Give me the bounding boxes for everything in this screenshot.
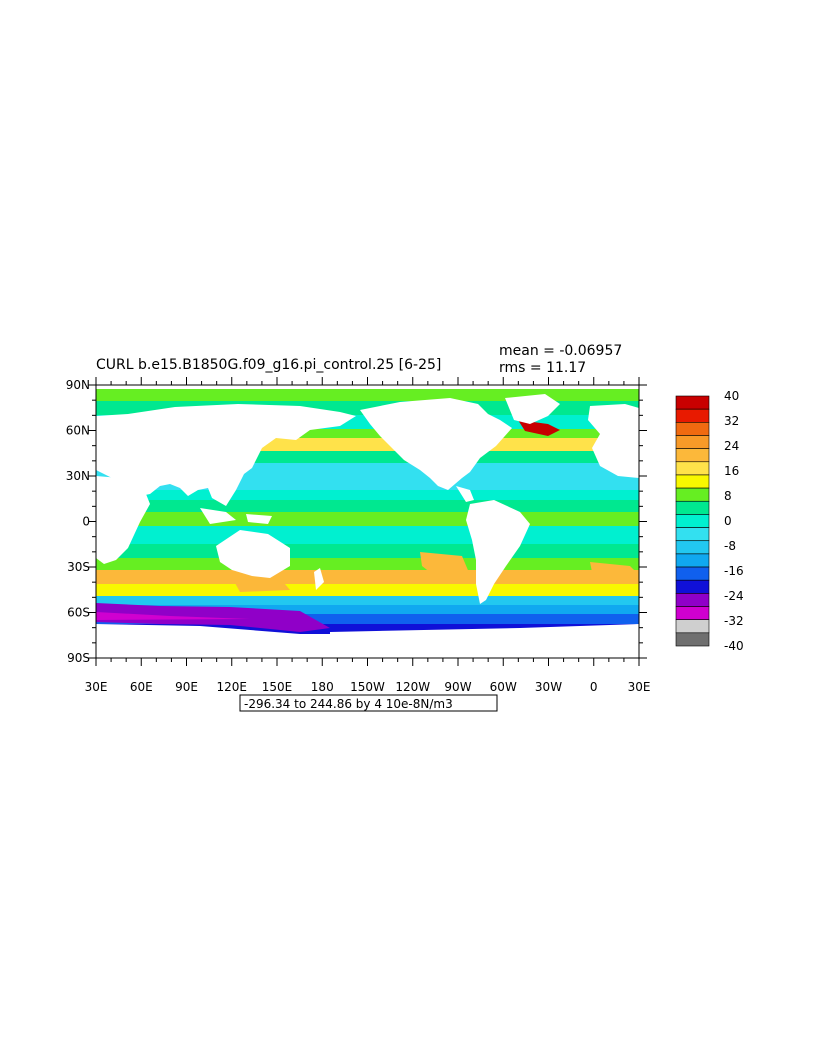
range-note: -296.34 to 244.86 by 4 10e-8N/m3: [244, 697, 453, 711]
colorbar-label: -40: [724, 639, 744, 653]
colorbar-swatch: [675, 487, 710, 502]
colorbar-swatch: [675, 422, 710, 436]
x-tick-label: 30W: [535, 680, 562, 694]
colorbar-swatch: [675, 474, 710, 489]
colorbar-swatch: [675, 514, 710, 528]
y-axis-tick-labels: 90N 60N 30N 0 30S 60S 90S: [66, 378, 90, 665]
colorbar-swatch: [675, 619, 710, 634]
range-note-box: -296.34 to 244.86 by 4 10e-8N/m3: [239, 694, 498, 712]
y-tick-label: 30S: [67, 560, 90, 574]
x-tick-label: 30E: [85, 680, 108, 694]
y-tick-label: 0: [82, 515, 90, 529]
colorbar-swatch: [675, 448, 710, 463]
colorbar-label: -8: [724, 539, 736, 553]
x-tick-label: 150E: [262, 680, 293, 694]
x-tick-label: 150W: [350, 680, 385, 694]
colorbar-swatch: [675, 435, 710, 449]
colorbar-swatch: [675, 632, 710, 647]
colorbar-swatch: [675, 593, 710, 607]
colorbar-label: 8: [724, 489, 732, 503]
colorbar-swatch: [675, 527, 710, 542]
colorbar-label: 32: [724, 414, 739, 428]
x-tick-label: 0: [590, 680, 598, 694]
colorbar-swatch: [675, 566, 710, 581]
x-tick-label: 180: [311, 680, 334, 694]
y-tick-label: 90S: [67, 651, 90, 665]
colorbar-swatch: [675, 579, 710, 594]
x-tick-label: 90W: [444, 680, 471, 694]
plot-title: CURL b.e15.B1850G.f09_g16.pi_control.25 …: [96, 357, 441, 373]
colorbar-swatch: [675, 395, 710, 410]
rms-label: rms = 11.17: [499, 360, 586, 376]
map-ticks: [88, 377, 647, 666]
colorbar-label: -32: [724, 614, 744, 628]
colorbar-label: 24: [724, 439, 739, 453]
x-tick-label: 60E: [130, 680, 153, 694]
land-mask: [96, 385, 639, 658]
x-tick-label: 90E: [175, 680, 198, 694]
colorbar-swatch: [675, 461, 710, 476]
map-panel: [88, 377, 647, 666]
mean-label: mean = -0.06957: [499, 343, 622, 359]
colorbar: 40 32 24 16 8 0 -8 -16 -24 -32 -40: [675, 389, 744, 653]
x-tick-label: 120W: [395, 680, 430, 694]
x-tick-label: 60W: [490, 680, 517, 694]
colorbar-label: 0: [724, 514, 732, 528]
x-axis-tick-labels: 30E 60E 90E 120E 150E 180 150W 120W 90W 60W 30W 0 30…: [85, 680, 651, 694]
x-tick-label: 30E: [628, 680, 651, 694]
y-tick-label: 90N: [66, 378, 90, 392]
x-tick-label: 120E: [217, 680, 248, 694]
y-tick-label: 60N: [66, 424, 90, 438]
colorbar-swatch: [675, 553, 710, 568]
colorbar-swatch: [675, 408, 710, 423]
colorbar-swatch: [675, 500, 710, 515]
colorbar-swatch: [675, 606, 710, 620]
colorbar-label: -16: [724, 564, 744, 578]
y-tick-label: 60S: [67, 606, 90, 620]
colorbar-swatch: [675, 540, 710, 555]
y-tick-label: 30N: [66, 469, 90, 483]
colorbar-label: -24: [724, 589, 744, 603]
colorbar-label: 16: [724, 464, 739, 478]
colorbar-label: 40: [724, 389, 739, 403]
